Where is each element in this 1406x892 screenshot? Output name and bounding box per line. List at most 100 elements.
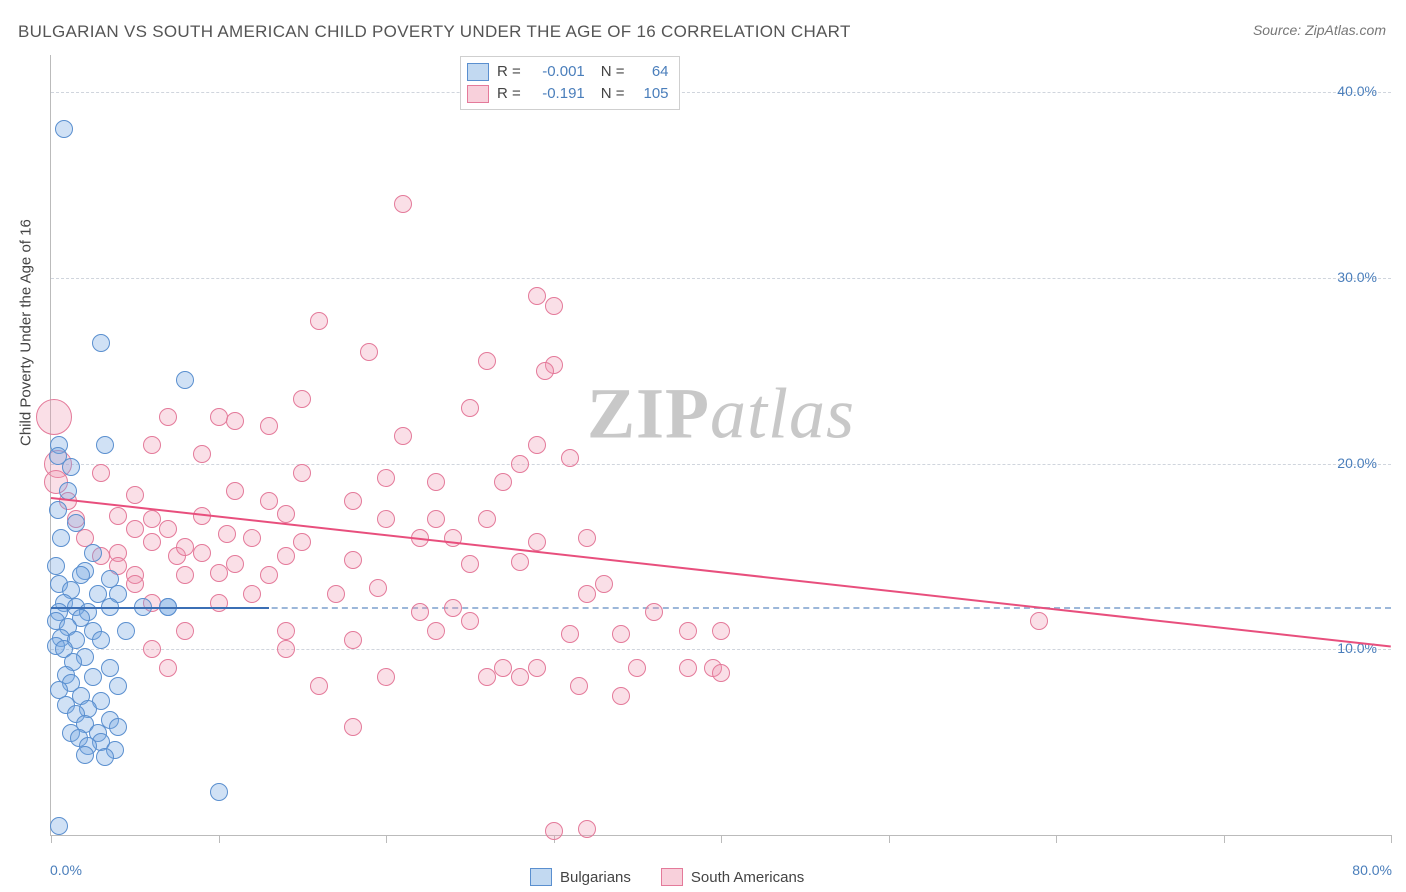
point-pink	[310, 312, 328, 330]
point-blue	[49, 447, 67, 465]
point-pink	[578, 820, 596, 838]
point-blue	[176, 371, 194, 389]
point-pink	[126, 486, 144, 504]
y-tick-label: 20.0%	[1337, 455, 1377, 471]
point-pink	[176, 566, 194, 584]
point-pink	[360, 343, 378, 361]
x-tick	[1056, 835, 1057, 843]
x-axis-start-label: 0.0%	[50, 862, 82, 878]
x-tick	[1391, 835, 1392, 843]
point-pink	[394, 427, 412, 445]
point-pink	[344, 631, 362, 649]
x-tick	[219, 835, 220, 843]
point-pink	[628, 659, 646, 677]
point-pink	[344, 718, 362, 736]
point-blue	[92, 631, 110, 649]
watermark-part2: atlas	[710, 373, 855, 453]
point-blue	[109, 677, 127, 695]
point-pink	[327, 585, 345, 603]
x-axis-end-label: 80.0%	[1352, 862, 1392, 878]
watermark: ZIPatlas	[587, 372, 855, 455]
point-pink	[210, 408, 228, 426]
point-pink	[528, 533, 546, 551]
point-pink	[712, 664, 730, 682]
point-pink	[679, 622, 697, 640]
swatch-blue	[467, 63, 489, 81]
point-pink	[411, 603, 429, 621]
point-pink	[511, 455, 529, 473]
point-pink	[344, 551, 362, 569]
x-tick	[889, 835, 890, 843]
legend-item-blue: Bulgarians	[530, 868, 631, 886]
point-blue	[96, 748, 114, 766]
swatch-blue	[530, 868, 552, 886]
point-blue	[96, 436, 114, 454]
point-pink	[260, 417, 278, 435]
point-pink	[293, 464, 311, 482]
x-tick	[1224, 835, 1225, 843]
trendline-blue	[51, 607, 269, 609]
point-pink	[494, 473, 512, 491]
point-pink	[528, 287, 546, 305]
x-tick	[51, 835, 52, 843]
point-blue	[92, 334, 110, 352]
n-value-pink: 105	[633, 83, 669, 105]
point-blue	[55, 120, 73, 138]
point-pink	[126, 520, 144, 538]
point-blue	[47, 557, 65, 575]
r-value-blue: -0.001	[529, 61, 585, 83]
point-blue	[84, 668, 102, 686]
point-pink	[293, 390, 311, 408]
point-pink	[511, 553, 529, 571]
point-pink	[143, 436, 161, 454]
gridline	[51, 464, 1391, 465]
r-label: R =	[497, 61, 521, 83]
point-pink	[277, 622, 295, 640]
point-pink	[176, 538, 194, 556]
point-pink	[243, 529, 261, 547]
point-pink	[612, 625, 630, 643]
point-pink	[260, 492, 278, 510]
point-pink	[578, 529, 596, 547]
point-pink	[159, 520, 177, 538]
point-pink	[210, 594, 228, 612]
point-pink	[159, 659, 177, 677]
point-pink	[612, 687, 630, 705]
point-pink	[226, 412, 244, 430]
point-pink	[444, 599, 462, 617]
x-tick	[386, 835, 387, 843]
swatch-pink	[467, 85, 489, 103]
legend-label-blue: Bulgarians	[560, 869, 631, 886]
legend-item-pink: South Americans	[661, 868, 804, 886]
point-pink	[561, 449, 579, 467]
point-pink	[176, 622, 194, 640]
point-pink	[344, 492, 362, 510]
point-pink	[461, 399, 479, 417]
point-pink	[193, 445, 211, 463]
point-pink	[528, 659, 546, 677]
point-pink	[427, 622, 445, 640]
gridline	[51, 92, 1391, 93]
point-pink	[545, 297, 563, 315]
point-pink	[377, 469, 395, 487]
point-pink	[427, 473, 445, 491]
point-pink	[226, 555, 244, 573]
point-pink	[528, 436, 546, 454]
point-pink	[143, 510, 161, 528]
point-blue	[117, 622, 135, 640]
point-pink	[126, 575, 144, 593]
point-pink	[394, 195, 412, 213]
point-pink	[159, 408, 177, 426]
point-blue	[84, 544, 102, 562]
point-pink	[210, 564, 228, 582]
point-pink	[109, 507, 127, 525]
point-pink	[561, 625, 579, 643]
x-tick	[721, 835, 722, 843]
point-pink	[1030, 612, 1048, 630]
point-blue	[210, 783, 228, 801]
point-pink	[143, 533, 161, 551]
point-pink	[226, 482, 244, 500]
point-pink	[570, 677, 588, 695]
point-pink	[277, 640, 295, 658]
point-pink	[712, 622, 730, 640]
